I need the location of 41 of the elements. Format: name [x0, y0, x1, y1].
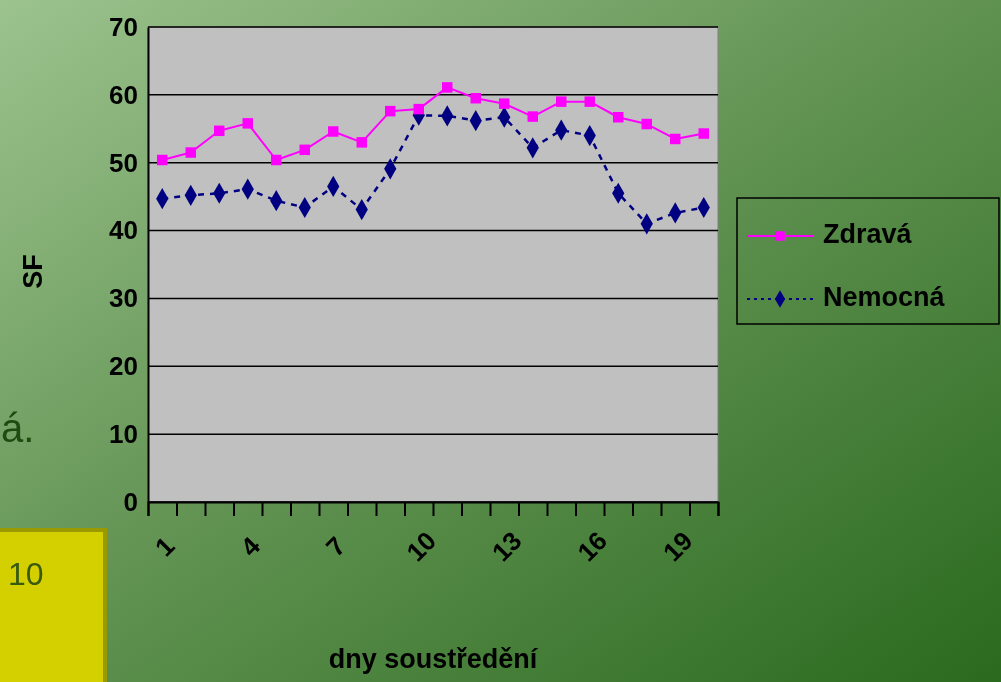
point: [242, 118, 253, 129]
point: [556, 96, 567, 107]
point: [356, 137, 367, 148]
point: [157, 154, 168, 166]
point: [470, 93, 481, 104]
point: [442, 82, 453, 93]
y-axis-title: SF: [18, 254, 48, 289]
x-tick-label: 4: [234, 530, 267, 563]
y-tick-label: 60: [109, 79, 138, 110]
x-axis-title: dny soustředění: [328, 644, 539, 674]
y-tick-label: 30: [109, 283, 138, 314]
y-tick-label: 40: [109, 215, 138, 246]
y-tick-label: 20: [109, 351, 138, 382]
text: 10: [8, 556, 44, 592]
point: [584, 96, 595, 107]
point: [299, 144, 310, 156]
point: [499, 98, 510, 109]
y-tick-label: 50: [109, 147, 138, 178]
point: [328, 126, 339, 137]
y-tick-label: 10: [109, 418, 138, 449]
point: [527, 111, 538, 122]
point: [185, 147, 196, 158]
point: [413, 103, 424, 115]
point: [385, 105, 396, 117]
x-tick-label: 16: [571, 525, 614, 568]
point: [698, 128, 709, 139]
point: [613, 112, 624, 123]
x-tick-label: 10: [400, 525, 443, 568]
point: [271, 154, 282, 166]
x-tick-label: 7: [320, 530, 352, 563]
x-tick-label: 19: [656, 525, 699, 568]
point: [670, 133, 681, 145]
point: [641, 118, 652, 130]
text: á.: [1, 406, 35, 450]
y-tick-label: 0: [123, 486, 138, 517]
y-tick-label: 70: [109, 11, 138, 42]
legend-label: Zdravá: [823, 219, 913, 250]
x-tick-label: 1: [149, 530, 181, 563]
x-tick-label: 13: [485, 525, 528, 568]
point: [214, 125, 225, 137]
legend-label: Nemocná: [823, 282, 946, 313]
